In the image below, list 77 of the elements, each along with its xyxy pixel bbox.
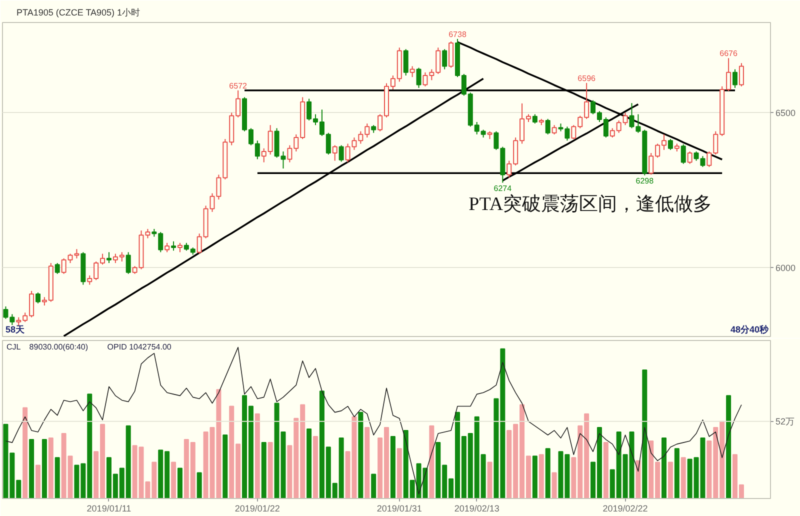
candlestick xyxy=(164,242,170,253)
bar xyxy=(48,438,54,498)
candlestick xyxy=(338,144,344,162)
bar xyxy=(35,464,40,498)
bar xyxy=(680,457,686,498)
bar xyxy=(22,407,28,498)
chart-title: PTA1905 (CZCE TA905) 1小时 xyxy=(16,8,140,18)
bar xyxy=(364,426,370,498)
bar xyxy=(268,442,273,498)
candlestick xyxy=(410,66,415,78)
ref-line-label: 52万 xyxy=(776,416,795,426)
y-tick-label: 6000 xyxy=(776,263,796,274)
bar xyxy=(29,439,34,498)
candlestick xyxy=(171,240,176,252)
bar xyxy=(642,369,648,498)
bar xyxy=(636,460,641,498)
annotation: 48分40秒 xyxy=(730,324,770,334)
bar xyxy=(674,448,680,498)
bar xyxy=(662,438,667,498)
candlestick xyxy=(532,114,538,124)
bar xyxy=(171,462,176,498)
bar xyxy=(222,434,228,498)
candlestick xyxy=(35,292,40,304)
candlestick xyxy=(177,242,182,253)
candlestick xyxy=(126,252,131,274)
candlestick xyxy=(448,40,454,68)
bar xyxy=(668,462,673,498)
x-tick-label: 2019/01/22 xyxy=(234,504,280,514)
annotation: 58天 xyxy=(6,324,26,334)
bar xyxy=(487,462,492,498)
bar xyxy=(254,413,260,498)
bar xyxy=(538,454,544,498)
bar xyxy=(358,412,364,498)
bar xyxy=(429,425,434,498)
bar xyxy=(390,436,396,498)
bar xyxy=(42,439,47,498)
candlestick xyxy=(668,138,673,150)
candlestick xyxy=(54,262,60,274)
bar xyxy=(552,472,557,498)
candlestick xyxy=(732,68,738,88)
text: 6596 xyxy=(578,74,596,83)
text: 6738 xyxy=(448,30,466,39)
bar xyxy=(603,442,608,498)
bar xyxy=(177,468,182,498)
candlestick xyxy=(738,62,744,87)
y-tick-label: 6500 xyxy=(776,108,796,118)
bar xyxy=(532,456,538,498)
candlestick xyxy=(552,124,557,135)
candlestick xyxy=(403,48,408,76)
bar xyxy=(726,395,732,498)
text: 6298 xyxy=(636,176,654,186)
candlestick xyxy=(545,118,550,135)
bar xyxy=(371,474,376,498)
candlestick xyxy=(687,150,692,164)
bar xyxy=(196,472,202,498)
x-tick-label: 2019/01/11 xyxy=(86,504,132,514)
candlestick xyxy=(416,67,422,88)
x-tick-label: 2019/01/31 xyxy=(376,504,422,514)
candlestick xyxy=(106,252,112,264)
annotation: PTA突破震荡区间，逢低做多 xyxy=(468,193,712,216)
bar xyxy=(545,448,550,498)
bar xyxy=(396,448,402,498)
x-tick-label: 2019/02/22 xyxy=(602,504,648,514)
x-tick-label: 2019/02/13 xyxy=(454,504,500,514)
annotation: OPID 1042754.00 xyxy=(107,342,172,352)
candlestick xyxy=(442,48,448,70)
bar xyxy=(261,442,266,498)
text: 6274 xyxy=(494,184,512,193)
chart-title: CJL xyxy=(6,342,22,352)
bar xyxy=(306,428,312,498)
bar xyxy=(54,457,60,498)
annotation: 89030.00(60:40) xyxy=(29,342,88,352)
candlestick xyxy=(332,144,338,162)
text: 6572 xyxy=(229,81,247,90)
candlestick xyxy=(680,144,686,164)
bar xyxy=(313,436,318,498)
text: 6676 xyxy=(720,49,738,58)
